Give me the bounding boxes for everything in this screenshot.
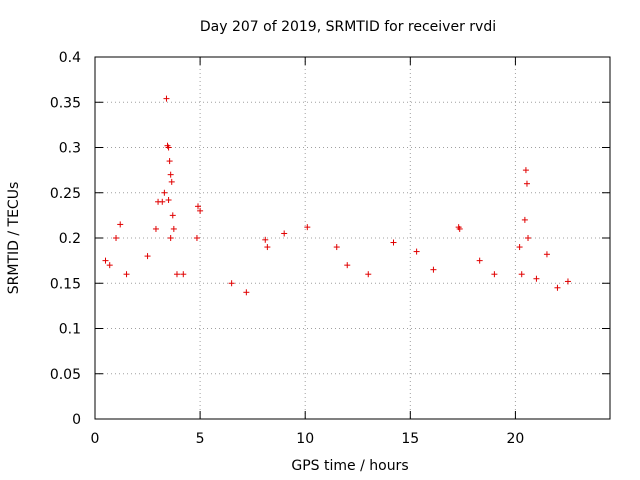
data-point [113,235,120,241]
data-point [333,244,340,251]
data-point [365,271,372,278]
data-point [564,278,571,285]
data-point [525,235,532,241]
data-point [521,216,528,223]
data-point [491,271,498,278]
data-point [166,158,173,165]
y-tick-label: 0.2 [59,231,81,247]
data-point [144,253,151,260]
data-point [344,262,351,269]
data-point [180,271,187,278]
data-points [102,95,571,296]
x-tick-label: 5 [196,431,205,447]
y-axis-label: SRMTID / TECUs [6,182,22,295]
data-point [165,196,172,203]
data-point [522,167,529,174]
y-tick-label: 0.15 [50,276,81,292]
data-point [523,180,530,187]
data-point [161,189,168,196]
y-tick-label: 0.35 [50,95,81,111]
chart-title: Day 207 of 2019, SRMTID for receiver rvd… [200,19,496,35]
data-point [304,224,311,231]
data-point [106,262,113,269]
y-tick-label: 0.25 [50,186,81,202]
data-point [262,236,269,243]
data-point [390,239,397,246]
data-point [228,280,235,287]
data-point [195,203,201,210]
y-tick-label: 0.3 [59,141,81,157]
x-axis-label: GPS time / hours [291,458,408,474]
data-point [117,221,124,228]
data-point [169,212,176,219]
x-tick-label: 20 [506,431,524,447]
data-point [554,284,561,291]
data-point [533,275,540,282]
data-point [281,230,288,237]
grid-lines [95,57,610,419]
y-tick-label: 0 [72,412,81,428]
data-point [155,198,162,205]
data-point [243,289,250,296]
data-point [197,207,204,214]
data-point [264,244,271,251]
x-tick-label: 15 [401,431,419,447]
data-point [518,271,525,278]
data-point [173,271,180,278]
y-tick-label: 0.05 [50,367,81,383]
data-point [163,95,170,102]
data-point [102,257,109,264]
x-tick-label: 10 [296,431,314,447]
y-tick-label: 0.4 [59,50,81,66]
data-point [413,248,420,255]
data-point [167,235,174,241]
data-point [168,178,175,185]
data-point [476,257,483,264]
data-point [152,225,159,232]
data-point [123,271,130,278]
data-point [543,251,550,258]
data-point [167,171,174,178]
x-tick-label: 0 [91,431,100,447]
data-point [193,235,200,241]
data-point [456,225,463,232]
y-tick-label: 0.1 [59,322,81,338]
data-point [170,225,177,232]
data-point [516,244,523,251]
axis-ticks: 0 0.05 0.1 0.15 0.2 0.25 0.3 0.35 0.4 0 5 10 15 20 [50,50,610,447]
data-point [430,266,437,273]
data-point [165,144,172,151]
